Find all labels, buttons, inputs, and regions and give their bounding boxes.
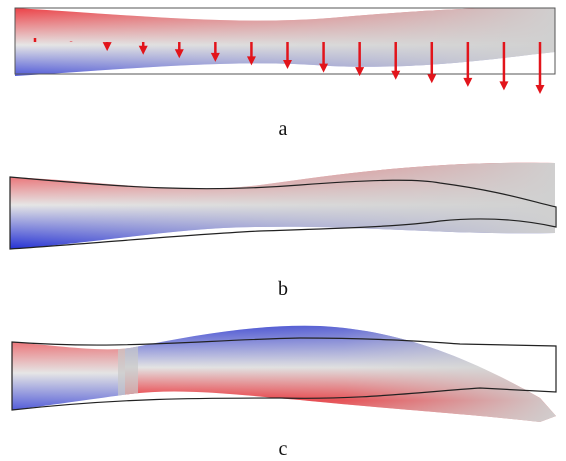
- beam-figure-c: [11, 325, 557, 423]
- deformed-beam-c: [12, 325, 556, 423]
- panel-c-figure: [0, 318, 566, 428]
- load-arrow: [319, 42, 329, 73]
- load-arrow: [102, 42, 112, 52]
- undeformed-outline-b: [9, 176, 557, 250]
- load-arrow: [210, 42, 220, 62]
- panel-b-figure: [0, 155, 566, 265]
- load-arrows: [33, 38, 545, 94]
- deformed-beam-b: [10, 162, 555, 250]
- load-arrow: [499, 42, 509, 91]
- load-arrow: [174, 42, 184, 59]
- panel-a-figure: [0, 0, 566, 110]
- caption-b: b: [278, 278, 288, 300]
- beam-figure-a: [14, 7, 556, 94]
- load-arrow: [355, 42, 365, 77]
- caption-c: c: [278, 438, 288, 460]
- load-arrow: [246, 42, 256, 66]
- load-arrow: [463, 42, 473, 87]
- undeformed-outline-c: [11, 337, 557, 411]
- load-arrow: [391, 42, 401, 80]
- beam-figure-b: [9, 162, 557, 250]
- load-arrow: [138, 42, 148, 55]
- undeformed-outline-a: [14, 7, 556, 75]
- caption-a: a: [278, 118, 288, 140]
- load-arrow: [427, 42, 437, 84]
- load-arrow: [535, 42, 545, 94]
- load-arrow: [283, 42, 292, 69]
